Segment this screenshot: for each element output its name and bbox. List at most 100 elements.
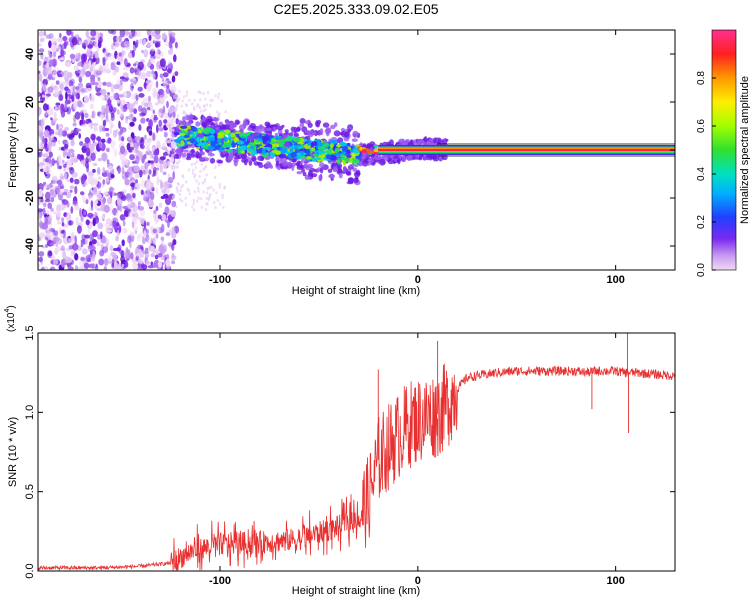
spectrogram-signal-cell <box>366 143 371 150</box>
spectrogram-noise-cell <box>217 95 220 100</box>
spectrogram-signal-cell <box>217 138 222 143</box>
spectrogram-signal-cell <box>318 144 322 147</box>
spectrogram-noise-cell <box>180 199 184 203</box>
spectrogram-signal-cell <box>302 171 307 177</box>
spectrogram-signal-cell <box>340 156 348 160</box>
spectrogram-signal-cell <box>299 118 306 124</box>
spectrogram-signal-cell <box>297 151 305 154</box>
spectrogram-signal-cell <box>224 129 231 134</box>
spectrogram-noise-cell <box>202 190 205 194</box>
spectrogram-noise-cell <box>130 30 136 37</box>
spectrogram-noise-cell <box>142 250 149 255</box>
spectrogram-signal-cell <box>347 128 351 133</box>
spectrogram-noise-cell <box>152 36 156 43</box>
spectrogram-signal-cell <box>182 116 186 122</box>
spectrogram-noise-cell <box>137 105 143 112</box>
spectrogram-noise-cell <box>38 73 43 82</box>
spectrogram-signal-cell <box>183 149 189 153</box>
spectrogram-noise-cell <box>66 178 71 183</box>
spectrogram-noise-cell <box>59 175 65 180</box>
spectrogram-noise-cell <box>113 84 120 90</box>
spectrogram-signal-cell <box>301 157 304 164</box>
spectrogram-noise-cell <box>224 110 227 114</box>
spectrogram-noise-cell <box>75 92 80 100</box>
spectrogram-signal-cell <box>289 148 294 153</box>
spectrogram-noise-cell <box>74 264 79 270</box>
spectrogram-noise-cell <box>157 214 162 219</box>
spectrogram-noise-cell <box>90 133 96 141</box>
spectrogram-noise-cell <box>208 113 211 117</box>
spectrogram-noise-cell <box>102 236 107 244</box>
spectrogram-noise-cell <box>38 188 43 197</box>
spectrogram-signal-cell <box>351 138 358 143</box>
spectrogram-noise-cell <box>110 251 116 257</box>
spectrogram-noise-cell <box>145 229 150 234</box>
spectrogram-noise-cell <box>80 160 86 165</box>
spectrogram-noise-cell <box>45 148 49 152</box>
spectrogram-noise-cell <box>160 223 165 233</box>
spectrogram-noise-cell <box>84 137 91 144</box>
spectrogram-signal-cell <box>203 141 207 145</box>
spectrogram-noise-cell <box>90 152 96 161</box>
spectrogram-noise-cell <box>90 37 96 41</box>
spectrogram-noise-cell <box>92 122 99 127</box>
spectrogram-noise-cell <box>118 249 125 255</box>
spectrogram-noise-cell <box>216 198 219 203</box>
spectrogram-noise-cell <box>170 37 175 44</box>
spectrogram-noise-cell <box>78 76 83 83</box>
spectrogram-signal-cell <box>307 163 314 169</box>
spectrogram-signal-cell <box>314 157 322 161</box>
spectrogram-noise-cell <box>49 188 55 196</box>
spectrogram-noise-cell <box>42 168 48 172</box>
spectrogram-noise-cell <box>186 187 189 191</box>
spectrogram-noise-cell <box>63 163 67 168</box>
spectrogram-noise-cell <box>77 54 81 61</box>
spectrogram-noise-cell <box>126 197 133 203</box>
spectrogram-noise-cell <box>58 94 64 102</box>
spectrogram-signal-cell <box>319 128 324 136</box>
spectrogram-noise-cell <box>169 229 176 234</box>
spectrogram-signal-cell <box>327 168 333 173</box>
spectrogram-signal-cell <box>337 159 341 165</box>
spectrogram-noise-cell <box>198 174 201 178</box>
spectrogram-signal-cell <box>189 138 195 144</box>
spectrogram-noise-cell <box>102 196 106 204</box>
spectrogram-xlabel: Height of straight line (km) <box>292 285 420 297</box>
spectrogram-signal-cell <box>401 154 406 161</box>
spectrogram-signal-cell <box>307 141 312 146</box>
spectrogram-noise-cell <box>109 245 114 252</box>
spectrogram-noise-cell <box>158 127 164 132</box>
spectrogram-noise-cell <box>166 68 172 73</box>
spectrogram-noise-cell <box>98 32 103 38</box>
spectrogram-noise-cell <box>113 66 120 73</box>
spectrogram-signal-cell <box>194 153 202 159</box>
spectrogram-noise-cell <box>45 62 50 69</box>
spectrogram-signal-cell <box>221 138 225 142</box>
spectrogram-noise-cell <box>147 187 150 197</box>
spectrogram-signal-cell <box>233 159 238 167</box>
spectrogram-noise-cell <box>101 152 108 162</box>
spectrogram-noise-cell <box>118 225 122 234</box>
spectrogram-noise-cell <box>196 104 199 108</box>
spectrogram-noise-cell <box>132 192 136 199</box>
spectrogram-signal-cell <box>334 147 340 154</box>
spectrogram-signal-cell <box>392 154 399 160</box>
spectrogram-noise-cell <box>97 77 101 81</box>
spectrogram-noise-cell <box>136 252 141 257</box>
spectrogram-noise-cell <box>181 183 185 187</box>
spectrogram-noise-cell <box>147 95 151 102</box>
spectrogram-noise-cell <box>162 105 166 114</box>
spectrogram-noise-cell <box>176 190 179 194</box>
spectrogram-noise-cell <box>156 176 160 186</box>
spectrogram-signal-cell <box>223 142 228 149</box>
spectrogram-noise-cell <box>170 164 176 171</box>
spectrogram-signal-cell <box>444 138 449 142</box>
spectrogram-noise-cell <box>175 205 178 209</box>
spectrogram-noise-cell <box>176 161 179 165</box>
spectrogram-noise-cell <box>85 30 90 38</box>
spectrogram-noise-cell <box>44 142 48 149</box>
spectrogram-noise-cell <box>203 166 206 170</box>
spectrogram-signal-cell <box>315 120 319 127</box>
spectrogram-noise-cell <box>69 185 75 189</box>
